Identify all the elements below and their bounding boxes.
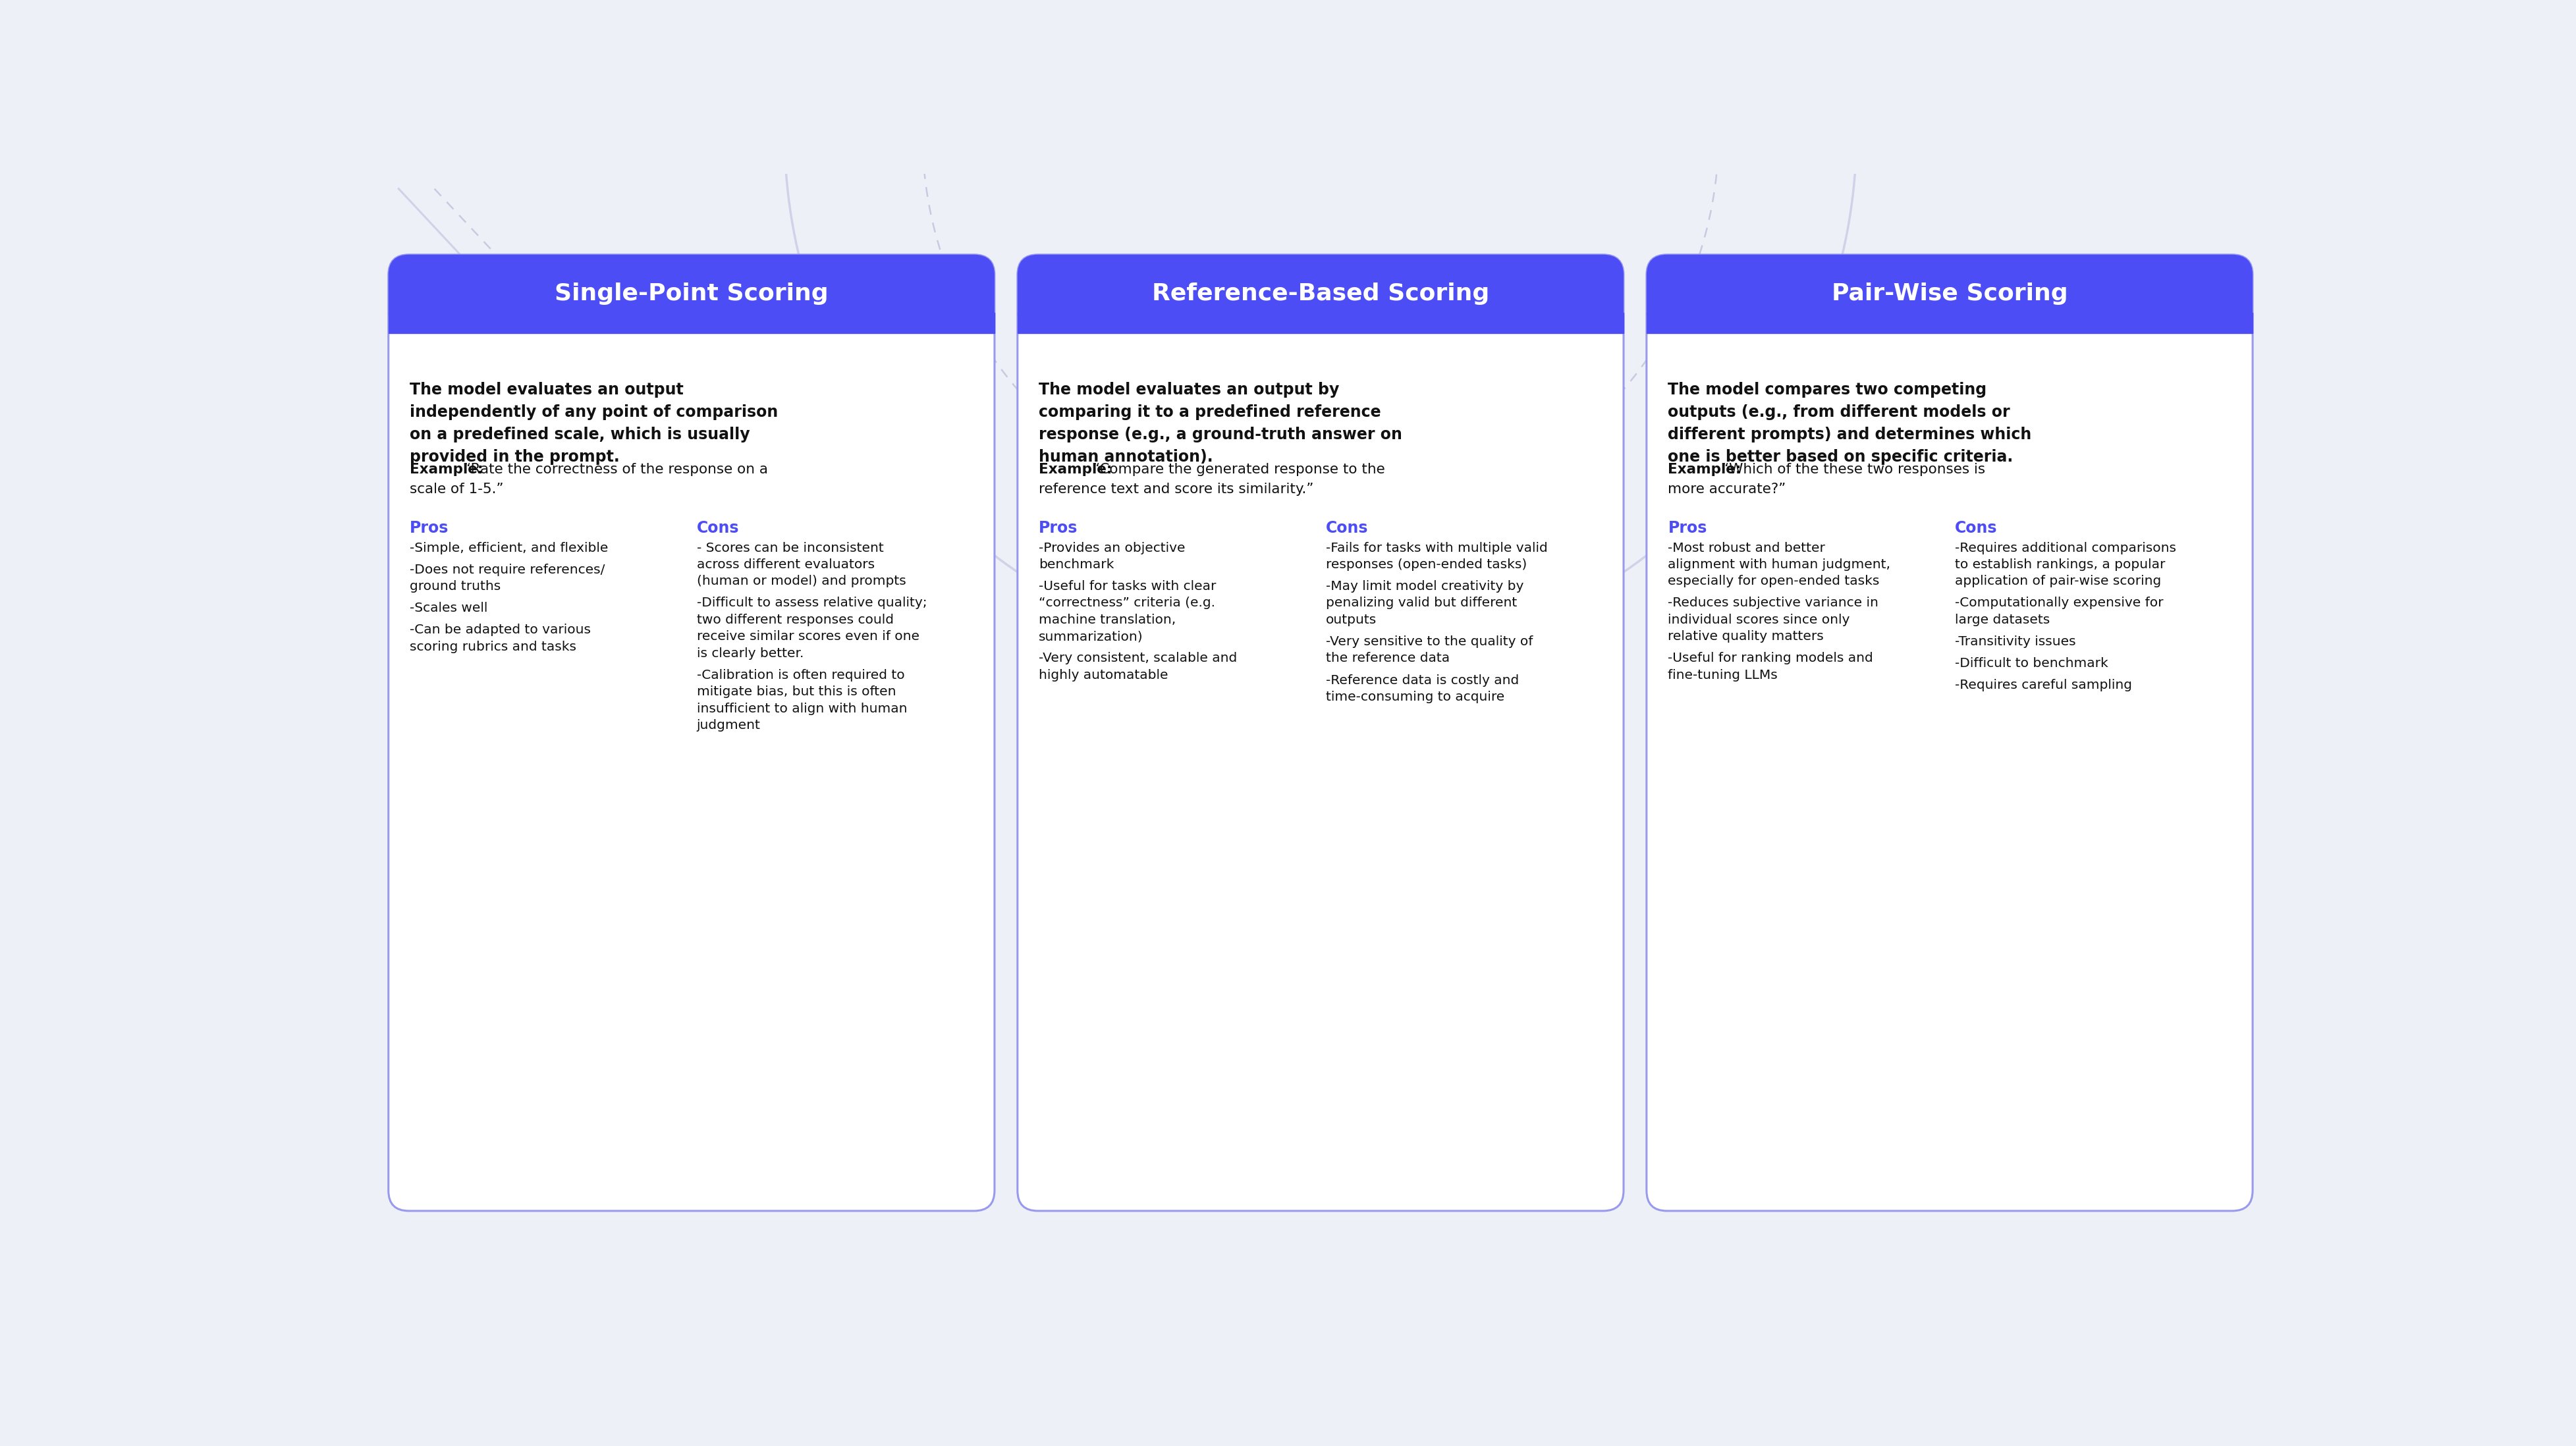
Text: judgment: judgment [696,719,760,732]
Text: Example:: Example: [410,463,487,476]
Text: Cons: Cons [696,521,739,536]
Text: scale of 1-5.”: scale of 1-5.” [410,483,505,496]
Text: response (e.g., a ground-truth answer on: response (e.g., a ground-truth answer on [1038,427,1401,442]
Text: large datasets: large datasets [1955,613,2048,626]
Text: -Very sensitive to the quality of: -Very sensitive to the quality of [1324,635,1533,648]
Text: “Which of the these two responses is: “Which of the these two responses is [1721,463,1984,476]
Text: insufficient to align with human: insufficient to align with human [696,703,907,714]
Text: -Transitivity issues: -Transitivity issues [1955,635,2076,648]
Text: across different evaluators: across different evaluators [696,558,873,571]
Text: -Fails for tasks with multiple valid: -Fails for tasks with multiple valid [1324,542,1548,554]
Text: receive similar scores even if one: receive similar scores even if one [696,630,920,643]
Text: summarization): summarization) [1038,630,1144,643]
Text: -Does not require references/: -Does not require references/ [410,564,605,576]
Text: the reference data: the reference data [1324,652,1450,665]
Text: responses (open-ended tasks): responses (open-ended tasks) [1324,558,1528,571]
Bar [1646,312,2251,333]
Text: The model evaluates an output: The model evaluates an output [410,382,683,398]
Text: -Scales well: -Scales well [410,602,487,615]
Text: mitigate bias, but this is often: mitigate bias, but this is often [696,685,896,698]
FancyBboxPatch shape [389,254,994,1210]
Text: highly automatable: highly automatable [1038,669,1167,681]
Text: Pros: Pros [1038,521,1077,536]
Text: Example:: Example: [1038,463,1118,476]
Text: -Calibration is often required to: -Calibration is often required to [696,669,904,681]
Text: fine-tuning LLMs: fine-tuning LLMs [1667,669,1777,681]
Text: especially for open-ended tasks: especially for open-ended tasks [1667,576,1878,587]
Text: Example:: Example: [1667,463,1747,476]
Text: ground truths: ground truths [410,580,500,593]
Text: outputs: outputs [1324,613,1376,626]
FancyBboxPatch shape [1646,254,2251,1210]
Text: -Most robust and better: -Most robust and better [1667,542,1824,554]
Text: -Very consistent, scalable and: -Very consistent, scalable and [1038,652,1236,665]
Text: Cons: Cons [1324,521,1368,536]
Text: time-consuming to acquire: time-consuming to acquire [1324,691,1504,703]
FancyBboxPatch shape [389,254,994,333]
Text: “correctness” criteria (e.g.: “correctness” criteria (e.g. [1038,597,1216,609]
FancyBboxPatch shape [1018,254,1623,333]
Text: -Computationally expensive for: -Computationally expensive for [1955,597,2164,609]
Text: -Requires additional comparisons: -Requires additional comparisons [1955,542,2177,554]
Text: -Simple, efficient, and flexible: -Simple, efficient, and flexible [410,542,608,554]
Text: -Reduces subjective variance in: -Reduces subjective variance in [1667,597,1878,609]
Text: independently of any point of comparison: independently of any point of comparison [410,405,778,419]
Text: different prompts) and determines which: different prompts) and determines which [1667,427,2032,442]
Text: two different responses could: two different responses could [696,613,894,626]
Text: -Provides an objective: -Provides an objective [1038,542,1185,554]
Text: -Requires careful sampling: -Requires careful sampling [1955,680,2130,691]
Text: -Difficult to benchmark: -Difficult to benchmark [1955,658,2107,669]
Text: - Scores can be inconsistent: - Scores can be inconsistent [696,542,884,554]
Text: Pros: Pros [410,521,448,536]
FancyBboxPatch shape [1018,254,1623,1210]
Text: -Can be adapted to various: -Can be adapted to various [410,623,590,636]
Text: -Useful for ranking models and: -Useful for ranking models and [1667,652,1873,665]
Text: provided in the prompt.: provided in the prompt. [410,448,621,464]
Text: “Rate the correctness of the response on a: “Rate the correctness of the response on… [464,463,768,476]
Text: -Reference data is costly and: -Reference data is costly and [1324,674,1517,687]
Text: The model evaluates an output by: The model evaluates an output by [1038,382,1340,398]
Text: scoring rubrics and tasks: scoring rubrics and tasks [410,641,577,654]
Text: alignment with human judgment,: alignment with human judgment, [1667,558,1891,571]
Text: relative quality matters: relative quality matters [1667,630,1824,643]
Text: penalizing valid but different: penalizing valid but different [1324,597,1517,609]
Text: Single-Point Scoring: Single-Point Scoring [554,283,827,305]
Text: (human or model) and prompts: (human or model) and prompts [696,576,907,587]
Bar [389,312,994,333]
Text: application of pair-wise scoring: application of pair-wise scoring [1955,576,2161,587]
Text: machine translation,: machine translation, [1038,613,1175,626]
Text: human annotation).: human annotation). [1038,448,1213,464]
Text: Reference-Based Scoring: Reference-Based Scoring [1151,283,1489,305]
Text: -Useful for tasks with clear: -Useful for tasks with clear [1038,580,1216,593]
Bar [1018,312,1623,333]
Text: outputs (e.g., from different models or: outputs (e.g., from different models or [1667,405,2009,419]
Text: is clearly better.: is clearly better. [696,646,804,659]
FancyBboxPatch shape [1646,254,2251,333]
Text: more accurate?”: more accurate?” [1667,483,1785,496]
Text: Pros: Pros [1667,521,1708,536]
Text: -Difficult to assess relative quality;: -Difficult to assess relative quality; [696,597,927,609]
Text: to establish rankings, a popular: to establish rankings, a popular [1955,558,2164,571]
Text: -May limit model creativity by: -May limit model creativity by [1324,580,1522,593]
Text: “Compare the generated response to the: “Compare the generated response to the [1092,463,1383,476]
Text: Pair-Wise Scoring: Pair-Wise Scoring [1832,283,2066,305]
Text: Cons: Cons [1955,521,1996,536]
Text: reference text and score its similarity.”: reference text and score its similarity.… [1038,483,1314,496]
Text: on a predefined scale, which is usually: on a predefined scale, which is usually [410,427,750,442]
Text: The model compares two competing: The model compares two competing [1667,382,1986,398]
Text: individual scores since only: individual scores since only [1667,613,1850,626]
Text: benchmark: benchmark [1038,558,1113,571]
Text: one is better based on specific criteria.: one is better based on specific criteria… [1667,448,2012,464]
Text: comparing it to a predefined reference: comparing it to a predefined reference [1038,405,1381,419]
